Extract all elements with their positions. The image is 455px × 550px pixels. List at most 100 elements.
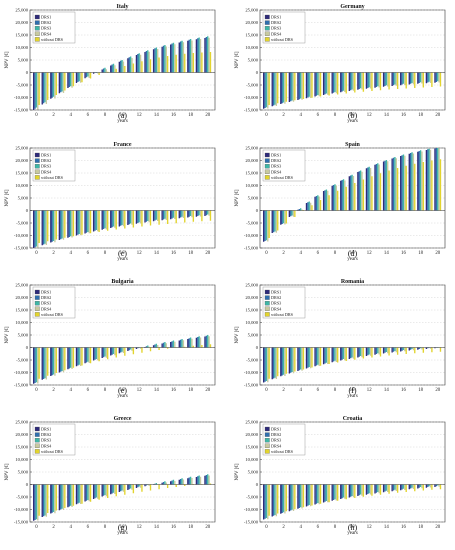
legend-label: DRS1 — [41, 427, 51, 432]
bar — [166, 484, 169, 488]
x-tick-label: 10 — [350, 113, 355, 118]
bar — [309, 202, 312, 211]
bar — [307, 484, 309, 506]
bar — [179, 339, 182, 348]
bar — [44, 72, 46, 103]
bar — [374, 484, 376, 494]
legend-swatch — [264, 312, 270, 317]
bar — [71, 72, 73, 88]
bar — [115, 484, 117, 497]
bar — [87, 72, 89, 77]
y-tick-label: 15,000 — [245, 445, 258, 451]
bar — [361, 72, 363, 90]
x-tick-label: 12 — [137, 251, 142, 256]
bar — [396, 168, 399, 211]
x-tick-label: 0 — [265, 251, 268, 256]
bar — [105, 484, 107, 497]
bar — [351, 72, 353, 90]
bar — [368, 166, 370, 211]
bar — [419, 150, 422, 211]
x-tick-label: 2 — [282, 251, 285, 256]
legend-label: DRS2 — [271, 432, 281, 437]
y-tick-label: 25,000 — [245, 8, 258, 14]
panel-caption: (a) — [118, 111, 127, 120]
y-tick-label: 0 — [26, 70, 29, 75]
bar — [85, 347, 88, 363]
bar — [47, 347, 49, 376]
legend-label: DRS1 — [271, 427, 281, 432]
y-tick-label: 20,000 — [15, 432, 28, 438]
bar — [181, 339, 183, 348]
bar — [437, 484, 439, 486]
bar — [155, 47, 158, 73]
y-tick-label: 15,000 — [15, 33, 28, 39]
legend-label: DRS1 — [271, 15, 281, 20]
x-tick-label: 0 — [35, 113, 38, 118]
legend-box — [262, 286, 306, 319]
bar — [45, 210, 48, 245]
bar — [166, 347, 169, 349]
bar — [110, 484, 112, 495]
bar — [377, 347, 379, 354]
bar — [265, 484, 268, 518]
bar — [371, 347, 373, 358]
bar — [128, 347, 130, 351]
y-tick-label: 10,000 — [245, 183, 258, 189]
bar — [264, 347, 266, 382]
bar — [33, 210, 35, 248]
bar — [181, 210, 183, 217]
bar — [400, 156, 402, 211]
bar — [305, 203, 308, 211]
bar — [171, 341, 173, 348]
bar — [362, 72, 365, 92]
legend-label: DRS4 — [271, 443, 282, 448]
legend-swatch — [264, 289, 270, 295]
bar — [154, 210, 156, 221]
bar — [385, 160, 388, 211]
bar — [311, 347, 313, 368]
bar — [124, 484, 126, 495]
bar — [141, 210, 143, 227]
bar — [265, 347, 268, 381]
bar — [41, 72, 43, 105]
bar — [35, 484, 38, 520]
bar — [42, 210, 45, 245]
y-tick-label: -5,000 — [16, 83, 29, 89]
bar — [198, 336, 200, 348]
x-tick-label: 10 — [120, 388, 125, 393]
x-tick-label: 12 — [137, 388, 142, 393]
bar — [114, 484, 116, 494]
bar — [308, 72, 310, 97]
bar — [149, 210, 152, 226]
legend-label: without DRS — [41, 37, 64, 42]
bar — [87, 484, 89, 500]
bar — [348, 347, 351, 359]
bar — [154, 48, 156, 73]
x-tick-label: 6 — [317, 251, 320, 256]
y-tick-label: -15,000 — [14, 520, 29, 526]
bar — [129, 210, 132, 224]
y-axis-label: NPV [€] — [235, 326, 240, 343]
bar — [290, 210, 292, 217]
bar — [61, 210, 63, 239]
bar — [388, 347, 390, 356]
bar — [101, 347, 103, 358]
legend-label: without DRS — [41, 449, 64, 454]
bar — [54, 210, 56, 243]
bar — [155, 483, 158, 485]
bar — [335, 484, 337, 501]
legend-swatch — [34, 158, 40, 163]
bar — [425, 484, 428, 488]
bar — [129, 347, 132, 350]
y-tick-label: -10,000 — [244, 507, 259, 513]
bar — [38, 72, 40, 105]
bar — [38, 210, 40, 243]
bar — [325, 484, 328, 501]
bar — [277, 72, 279, 104]
bar — [368, 484, 370, 494]
legend-swatch — [264, 31, 270, 36]
legend-label: DRS2 — [41, 295, 51, 300]
bar — [384, 484, 386, 492]
x-axis-label: years — [347, 257, 358, 262]
